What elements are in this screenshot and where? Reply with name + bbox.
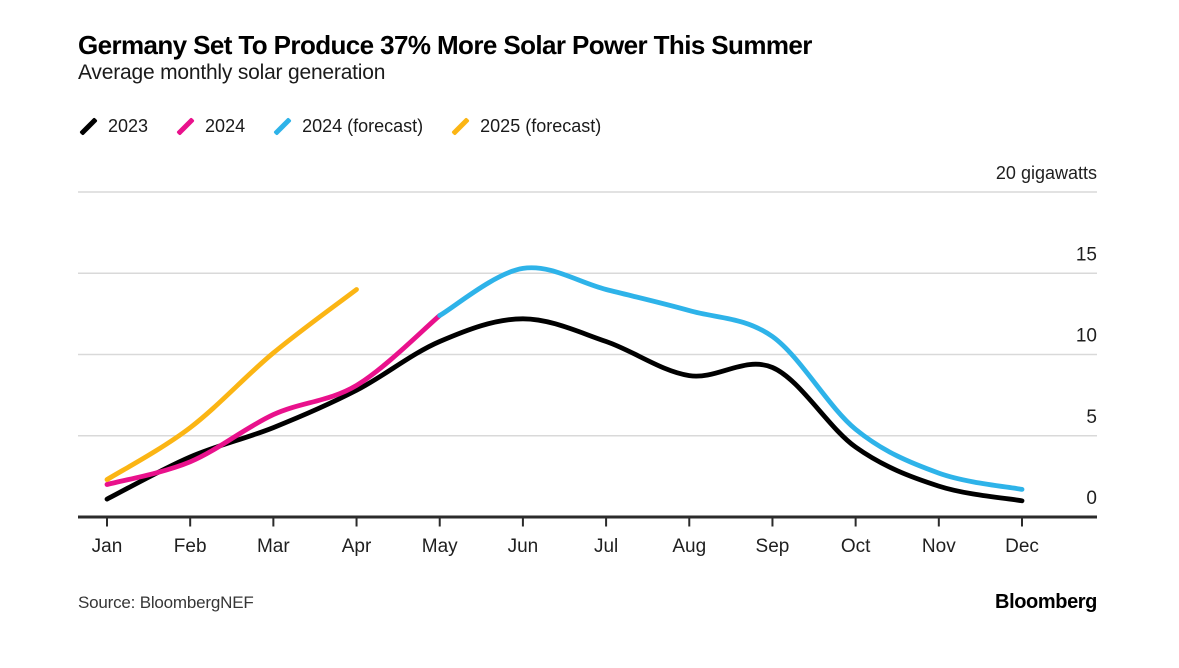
x-tick-label: Sep — [756, 536, 790, 557]
bloomberg-logo: Bloomberg — [995, 591, 1097, 613]
series-line-2025-forecast — [104, 287, 359, 482]
page-title: Germany Set To Produce 37% More Solar Po… — [78, 30, 812, 60]
legend-label-2023: 2023 — [108, 116, 149, 136]
legend-item-2024: 2024 — [175, 116, 245, 137]
x-tick-label: Apr — [342, 536, 372, 557]
x-tick-label: May — [422, 536, 458, 557]
series-line-2024-forecast — [437, 265, 1025, 492]
x-tick-label: Oct — [841, 536, 871, 557]
x-tick-label: Dec — [1005, 536, 1039, 557]
legend-item-2025-forecast: 2025 (forecast) — [450, 116, 601, 137]
legend-swatch-2023-icon — [79, 117, 98, 136]
page-subtitle: Average monthly solar generation — [78, 61, 386, 84]
source-text: Source: BloombergNEF — [78, 593, 254, 612]
y-tick-label: 5 — [1086, 407, 1097, 428]
x-tick-label: Jun — [508, 536, 539, 557]
series-line-2023 — [104, 316, 1025, 504]
legend-item-2024-forecast: 2024 (forecast) — [272, 116, 423, 137]
solar-line-chart: 0 5 10 15 20 gigawatts Jan Feb Mar Apr May Jun Jul A… — [0, 148, 1179, 578]
x-tick-label: Feb — [174, 536, 207, 557]
chart-legend: 2023 2024 2024 (forecast) 2025 (forecast… — [78, 116, 601, 137]
chart-svg: 0 5 10 15 20 gigawatts Jan Feb Mar Apr May Jun Jul A… — [78, 163, 1097, 557]
legend-item-2023: 2023 — [78, 116, 148, 137]
y-tick-label: 10 — [1076, 326, 1097, 347]
legend-label-2024: 2024 — [205, 116, 246, 136]
legend-swatch-2024-icon — [176, 117, 195, 136]
legend-swatch-2025-forecast-icon — [451, 117, 470, 136]
series-line-2024 — [104, 313, 443, 487]
x-tick-label: Nov — [922, 536, 956, 557]
legend-label-2024-forecast: 2024 (forecast) — [302, 116, 424, 136]
y-tick-label: 15 — [1076, 244, 1097, 265]
x-tick-label: Jan — [92, 536, 123, 557]
x-tick-label: Jul — [594, 536, 618, 557]
y-axis-unit-label: 20 gigawatts — [996, 163, 1097, 183]
x-tick-label: Aug — [672, 536, 706, 557]
y-tick-label: 0 — [1086, 488, 1097, 509]
legend-label-2025-forecast: 2025 (forecast) — [480, 116, 602, 136]
x-tick-label: Mar — [257, 536, 290, 557]
legend-swatch-2024-forecast-icon — [273, 117, 292, 136]
